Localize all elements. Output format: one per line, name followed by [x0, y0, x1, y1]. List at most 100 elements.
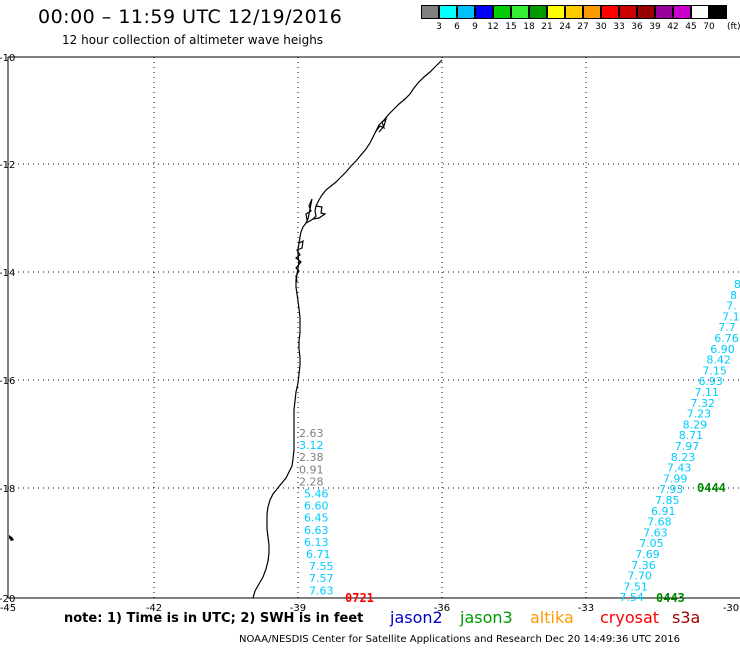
- time-tag: 0444: [697, 481, 726, 495]
- scale-label: 27: [577, 22, 589, 32]
- scale-label: 18: [523, 22, 535, 32]
- scale-label: 12: [487, 22, 499, 32]
- scale-swatch: [457, 5, 475, 19]
- swh-value: 7.99: [663, 472, 688, 485]
- swh-value: 7.36: [631, 559, 656, 572]
- longitude-labels: -45 -42 -39 -36 -33 -30: [0, 603, 739, 614]
- scale-label: 36: [631, 22, 643, 32]
- scale-swatch: [709, 5, 727, 19]
- satellite-name: jason2: [390, 608, 443, 627]
- swh-value: 2.28: [299, 475, 324, 488]
- latitude-label: -14: [0, 268, 15, 279]
- scale-swatch: [565, 5, 583, 19]
- swh-value: 7.57: [309, 572, 334, 585]
- swh-value: 5.46: [304, 488, 329, 501]
- longitude-label: -45: [0, 603, 16, 614]
- time-tag: 0443: [656, 591, 685, 605]
- scale-swatch: [691, 5, 709, 19]
- scale-swatch: [655, 5, 673, 19]
- swh-value: 8.42: [706, 354, 731, 367]
- page-title: 00:00 – 11:59 UTC 12/19/2016: [38, 6, 343, 28]
- swh-value: 7.63: [309, 584, 334, 597]
- scale-swatch: [529, 5, 547, 19]
- scale-swatch: [601, 5, 619, 19]
- swh-value: 6.45: [304, 512, 329, 525]
- swh-value: 8: [730, 289, 737, 302]
- coastline: [252, 59, 443, 599]
- swh-value: 2.63: [299, 427, 324, 440]
- scale-swatch: [619, 5, 637, 19]
- satellite-name: jason3: [460, 608, 513, 627]
- scale-swatch: [475, 5, 493, 19]
- scale-label: 3: [436, 22, 442, 32]
- swh-value: 2.38: [299, 451, 324, 464]
- longitude-label: -33: [578, 603, 594, 614]
- coastline-detail: [295, 117, 388, 283]
- swh-value: 7.32: [691, 397, 716, 410]
- swh-value: 7.97: [675, 440, 700, 453]
- swh-value: 7.63: [643, 526, 668, 539]
- scale-label: 21: [541, 22, 553, 32]
- swh-value: 8.71: [679, 429, 704, 442]
- swh-value: 7.1: [722, 310, 740, 323]
- scale-swatch: [421, 5, 439, 19]
- swh-value: 7.11: [695, 386, 720, 399]
- scale-label: 45: [685, 22, 697, 32]
- left-altimeter-track: 2.633.122.380.912.285.466.606.456.636.13…: [299, 427, 374, 605]
- swh-value: 3.12: [299, 439, 324, 452]
- longitude-label: -42: [146, 603, 162, 614]
- swh-value: 7.85: [655, 494, 680, 507]
- note-text: note: 1) Time is in UTC; 2) SWH is in fe…: [64, 611, 364, 626]
- latitude-label: -18: [0, 484, 15, 495]
- satellite-name: altika: [530, 608, 574, 627]
- swh-value: 7.70: [627, 570, 652, 583]
- longitude-label: -30: [723, 603, 739, 614]
- latitude-label: -12: [0, 160, 15, 171]
- scale-label: 24: [559, 22, 571, 32]
- latitude-label: -10: [0, 53, 15, 64]
- scale-label: 70: [703, 22, 715, 32]
- swh-value: 6.90: [710, 343, 735, 356]
- scale-swatch: [583, 5, 601, 19]
- scale-swatch: [439, 5, 457, 19]
- scale-swatch: [511, 5, 529, 19]
- swh-value: 0.91: [299, 463, 324, 476]
- scale-label: 15: [505, 22, 517, 32]
- footer-credit: NOAA/NESDIS Center for Satellite Applica…: [239, 634, 681, 645]
- scale-label: 33: [613, 22, 625, 32]
- swh-value: 7.7: [718, 321, 736, 334]
- graticule: [8, 57, 740, 598]
- swh-value: 7.55: [309, 560, 334, 573]
- swh-value: 7.69: [635, 548, 660, 561]
- swh-value: 7.: [726, 300, 737, 313]
- swh-value: 8.23: [671, 451, 696, 464]
- swh-value: 7.51: [623, 580, 648, 593]
- swh-value: 7.23: [687, 408, 712, 421]
- scale-unit: (ft): [727, 22, 740, 32]
- swh-value: 7.15: [702, 364, 727, 377]
- scale-label: 39: [649, 22, 661, 32]
- swh-value: 7.93: [659, 483, 684, 496]
- longitude-label: -39: [290, 603, 306, 614]
- swh-value: 7.54: [619, 591, 644, 604]
- swh-value: 7.05: [639, 537, 664, 550]
- latitude-labels: -10 -12 -14 -16 -18 -20: [0, 53, 15, 605]
- swh-value: 6.63: [304, 524, 329, 537]
- scale-label: 42: [667, 22, 679, 32]
- swh-value: 8: [734, 278, 740, 291]
- scale-label: 30: [595, 22, 607, 32]
- page-subtitle: 12 hour collection of altimeter wave hei…: [62, 33, 324, 47]
- swh-value: 6.13: [304, 536, 329, 549]
- scale-label: 6: [454, 22, 460, 32]
- satellite-name: cryosat: [600, 608, 660, 627]
- longitude-label: -36: [434, 603, 450, 614]
- swh-value: 8.29: [683, 418, 708, 431]
- swh-value: 6.91: [651, 505, 676, 518]
- scale-label: 9: [472, 22, 478, 32]
- small-island: [9, 535, 14, 541]
- swh-value: 7.68: [647, 516, 672, 529]
- swh-value: 7.43: [667, 462, 692, 475]
- swh-value: 6.93: [698, 375, 723, 388]
